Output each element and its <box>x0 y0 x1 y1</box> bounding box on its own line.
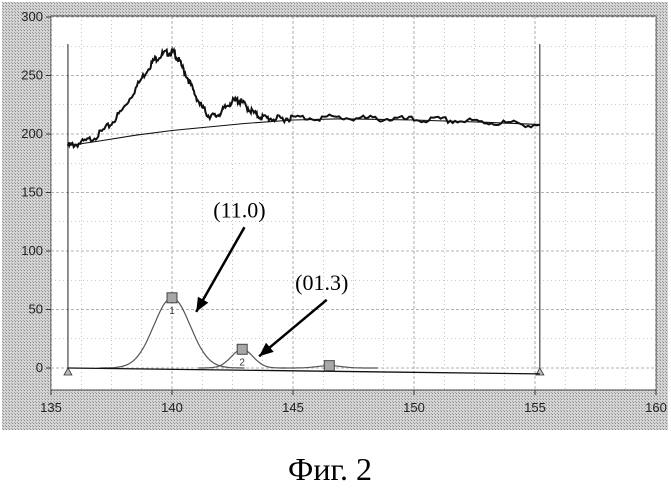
x-tick-label: 135 <box>40 400 62 415</box>
x-tick-label: 160 <box>645 400 667 415</box>
figure-caption: Фиг. 2 <box>288 451 372 487</box>
x-tick-label: 150 <box>403 400 425 415</box>
peak-marker-label: 2 <box>239 357 245 368</box>
x-tick-label: 140 <box>161 400 183 415</box>
y-tick-label: 50 <box>29 302 43 317</box>
y-tick-label: 0 <box>36 360 43 375</box>
y-tick-label: 150 <box>21 185 43 200</box>
x-tick-label: 145 <box>282 400 304 415</box>
peak-marker <box>237 344 247 354</box>
annotation-label: (11.0) <box>213 197 265 222</box>
y-tick-label: 300 <box>21 9 43 24</box>
y-tick-label: 200 <box>21 126 43 141</box>
x-tick-label: 155 <box>524 400 546 415</box>
annotation-label: (01.3) <box>295 270 348 295</box>
y-tick-label: 100 <box>21 243 43 258</box>
peak-marker-label: 1 <box>169 306 175 317</box>
y-tick-label: 250 <box>21 68 43 83</box>
peak-marker <box>167 293 177 303</box>
peak-marker <box>324 361 334 371</box>
